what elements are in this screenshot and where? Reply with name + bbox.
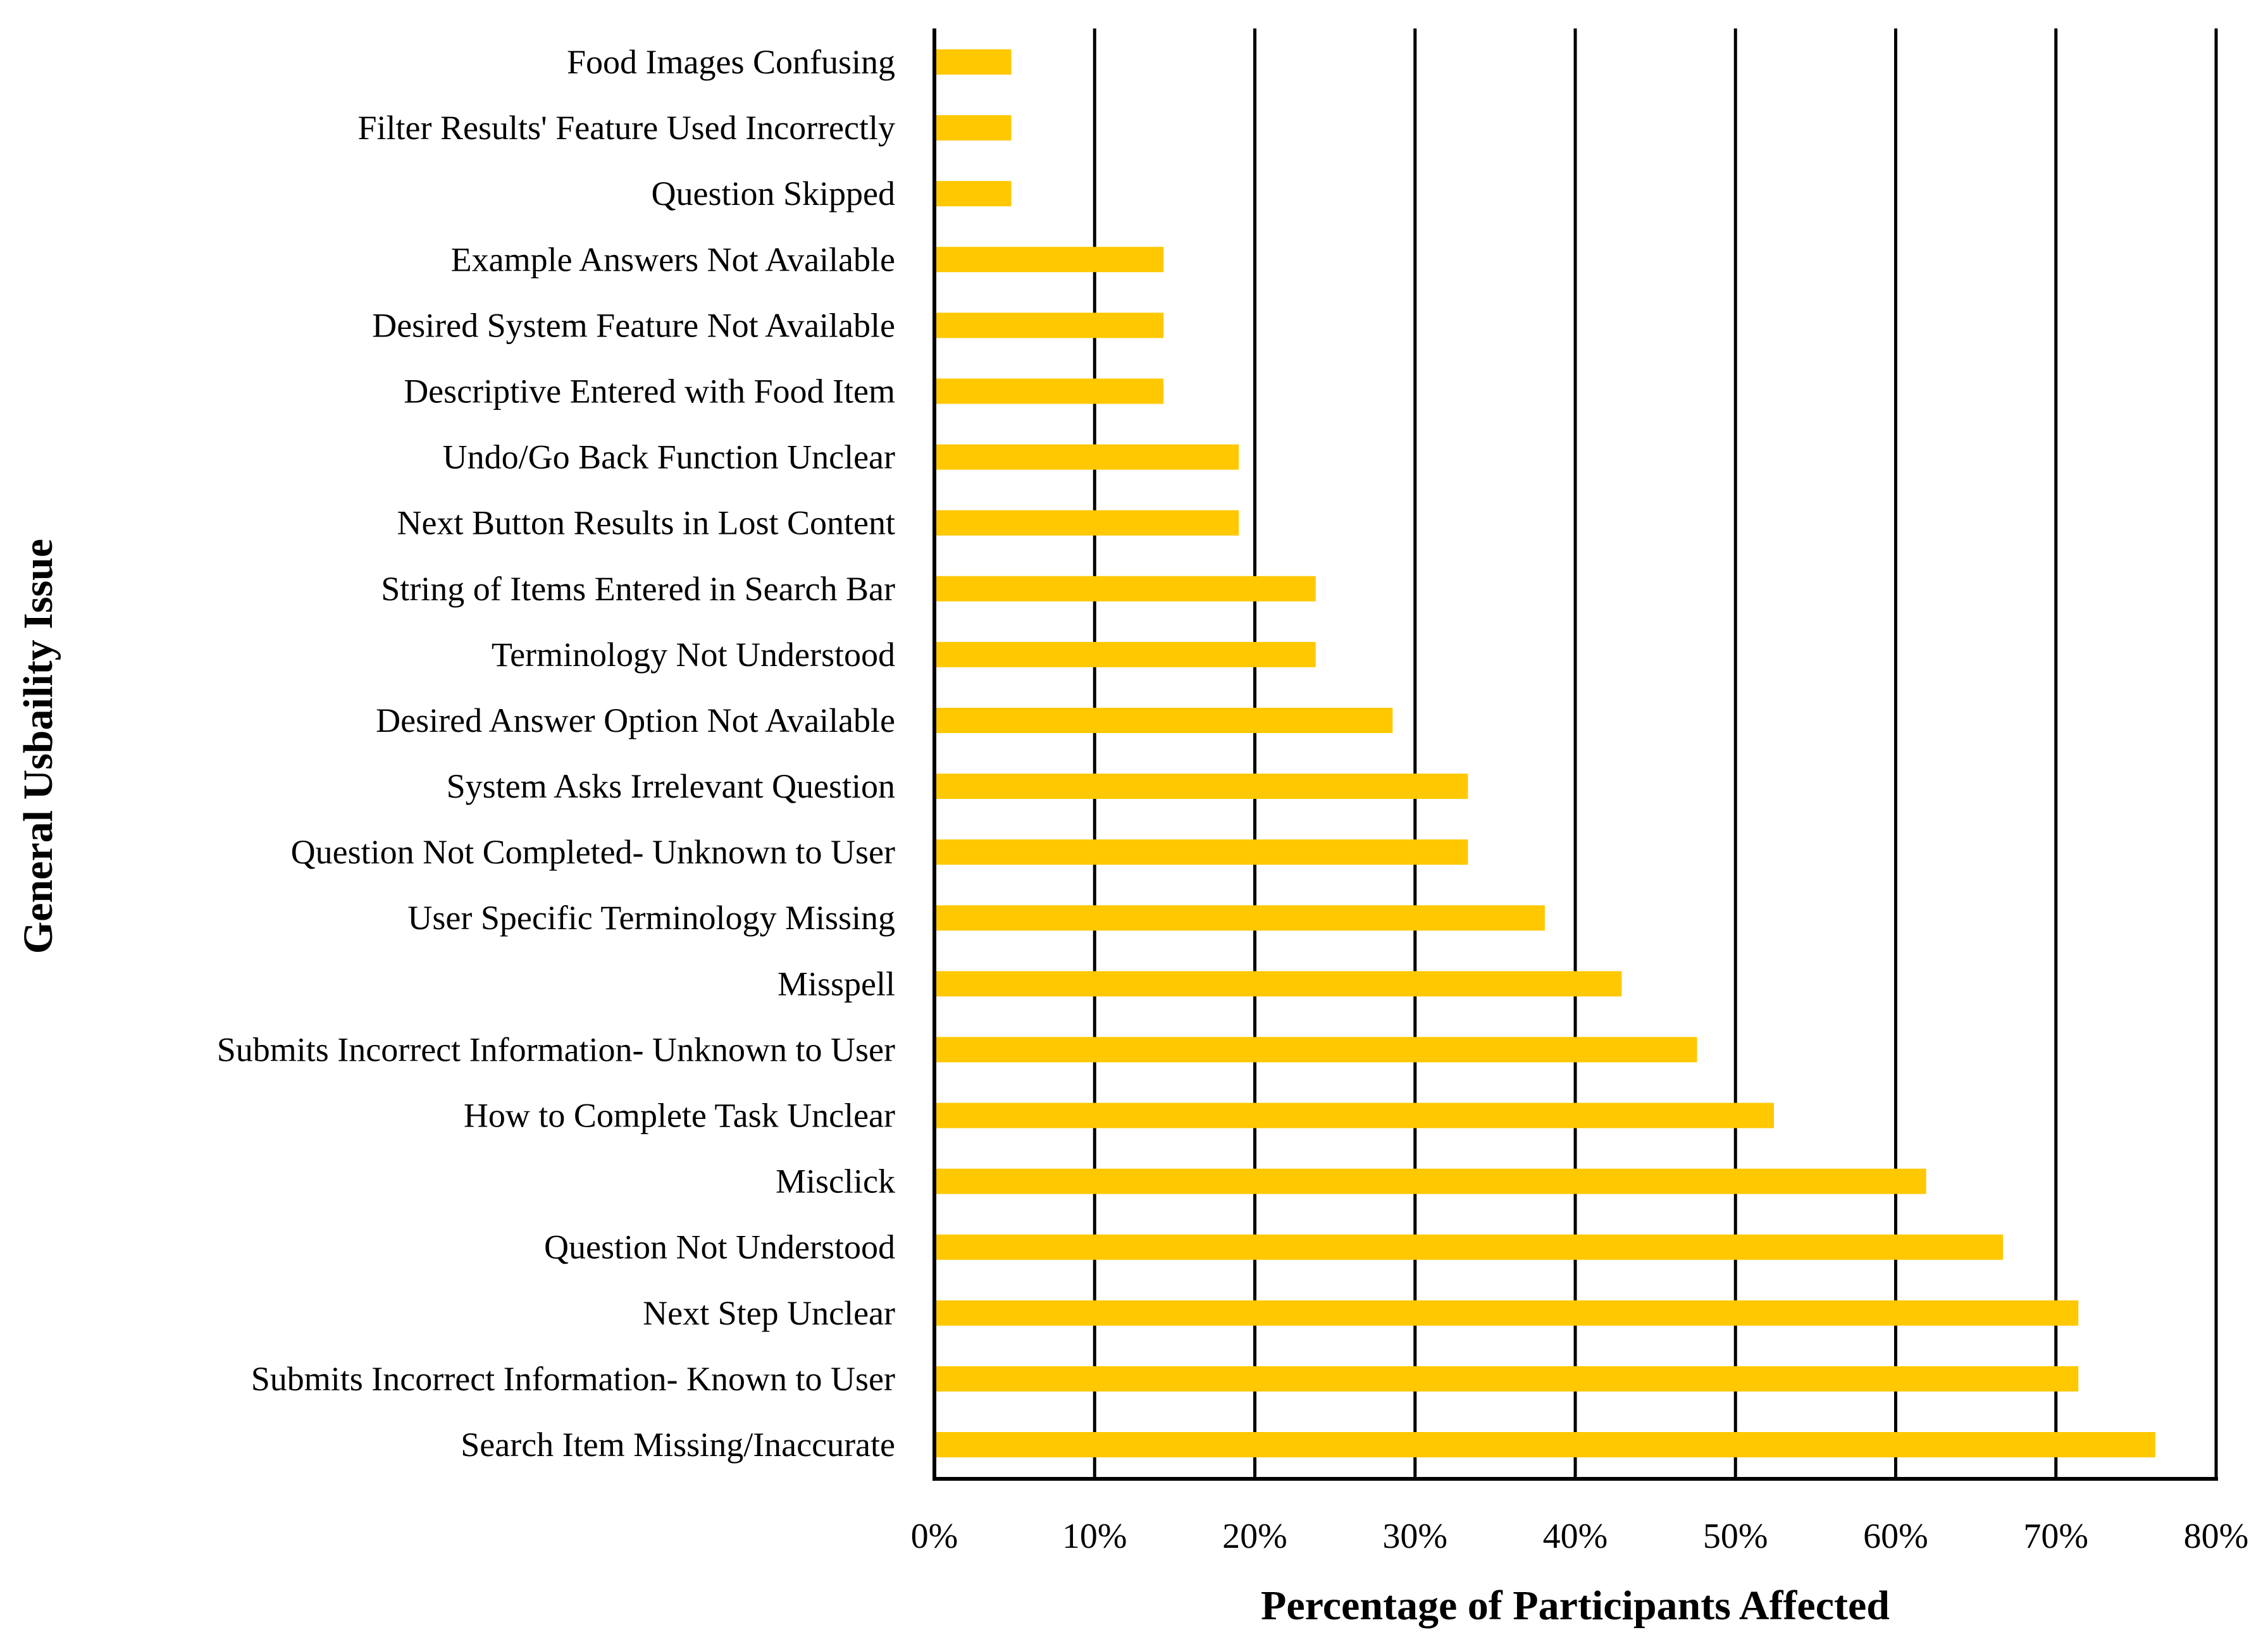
- x-tick-label-50: 50%: [1703, 1517, 1768, 1556]
- bar-20: [934, 1300, 2079, 1326]
- bar-22: [934, 1432, 2155, 1457]
- bar-11: [934, 707, 1393, 733]
- category-label-3: Question Skipped: [652, 175, 896, 213]
- category-label-20: Next Step Unclear: [643, 1294, 895, 1332]
- category-label-11: Desired Answer Option Not Available: [376, 701, 895, 739]
- bar-12: [934, 774, 1468, 800]
- bar-18: [934, 1168, 1926, 1194]
- bar-13: [934, 839, 1468, 865]
- category-label-8: Next Button Results in Lost Content: [397, 504, 895, 542]
- category-label-5: Desired System Feature Not Available: [372, 306, 895, 344]
- bar-15: [934, 971, 1622, 997]
- x-tick-label-80: 80%: [2184, 1517, 2249, 1556]
- category-label-1: Food Images Confusing: [567, 43, 895, 81]
- bar-19: [934, 1234, 2004, 1260]
- bar-3: [934, 181, 1012, 207]
- bars: [934, 49, 2155, 1457]
- y-axis-title: General Usbaility Issue: [15, 539, 61, 954]
- bar-6: [934, 378, 1164, 404]
- category-label-6: Descriptive Entered with Food Item: [404, 372, 895, 410]
- category-label-16: Submits Incorrect Information- Unknown t…: [217, 1030, 895, 1068]
- category-labels: Food Images Confusing Filter Results' Fea…: [217, 43, 895, 1464]
- x-tick-label-20: 20%: [1222, 1517, 1287, 1556]
- bar-7: [934, 444, 1239, 470]
- category-label-17: How to Complete Task Unclear: [464, 1097, 895, 1135]
- category-label-12: System Asks Irrelevant Question: [447, 767, 895, 805]
- x-tick-label-40: 40%: [1543, 1517, 1608, 1556]
- category-label-21: Submits Incorrect Information- Known to …: [251, 1360, 895, 1398]
- bar-2: [934, 115, 1012, 141]
- category-label-14: User Specific Terminology Missing: [407, 899, 895, 937]
- bar-8: [934, 510, 1239, 536]
- bar-1: [934, 49, 1012, 75]
- x-tick-label-30: 30%: [1382, 1517, 1447, 1556]
- bar-21: [934, 1366, 2079, 1392]
- axes: [933, 28, 2218, 1481]
- category-label-22: Search Item Missing/Inaccurate: [461, 1426, 895, 1464]
- category-label-9: String of Items Entered in Search Bar: [381, 570, 895, 608]
- category-label-10: Terminology Not Understood: [492, 636, 895, 674]
- category-label-7: Undo/Go Back Function Unclear: [443, 438, 895, 476]
- bar-5: [934, 312, 1164, 338]
- gridlines: [1093, 28, 2218, 1479]
- category-label-19: Question Not Understood: [544, 1228, 895, 1266]
- category-label-2: Filter Results' Feature Used Incorrectly: [358, 109, 896, 147]
- bar-14: [934, 905, 1545, 931]
- category-label-13: Question Not Completed- Unknown to User: [291, 833, 895, 871]
- category-label-15: Misspell: [778, 965, 895, 1003]
- bar-9: [934, 576, 1316, 602]
- category-label-4: Example Answers Not Available: [451, 240, 895, 278]
- x-tick-label-10: 10%: [1062, 1517, 1127, 1556]
- bar-17: [934, 1102, 1775, 1128]
- bar-10: [934, 641, 1316, 667]
- bar-16: [934, 1037, 1697, 1063]
- x-tick-label-60: 60%: [1863, 1517, 1928, 1556]
- category-label-18: Misclick: [776, 1163, 895, 1201]
- x-tick-labels: 0% 10% 20% 30% 40% 50% 60% 70% 80%: [911, 1517, 2249, 1556]
- x-tick-label-70: 70%: [2023, 1517, 2088, 1556]
- x-axis-title: Percentage of Participants Affected: [1261, 1583, 1890, 1629]
- x-tick-label-0: 0%: [911, 1517, 958, 1556]
- bar-4: [934, 247, 1164, 273]
